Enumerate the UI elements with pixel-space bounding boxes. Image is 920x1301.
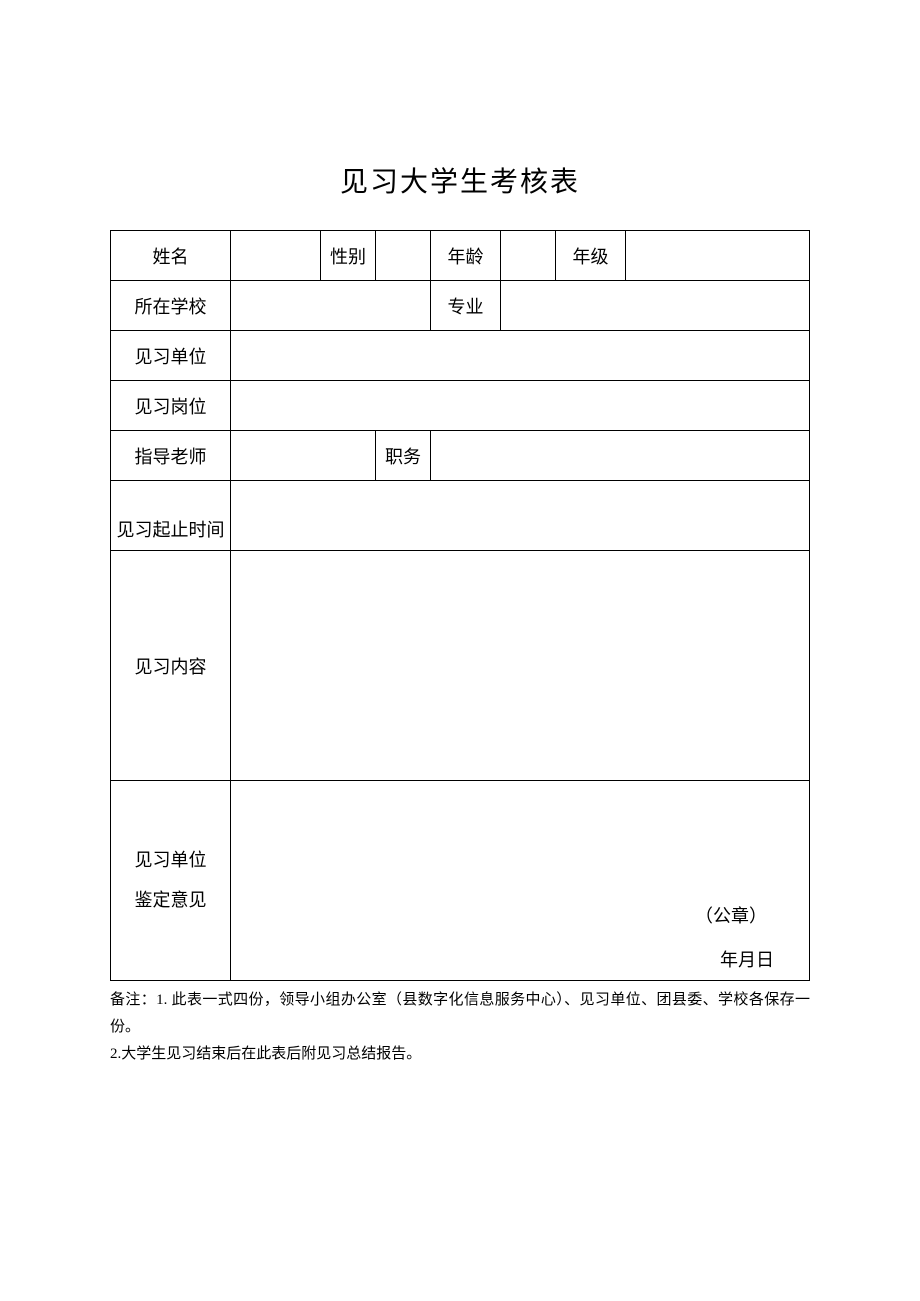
label-age: 年龄 (431, 231, 501, 281)
value-unit (231, 331, 810, 381)
value-age (501, 231, 556, 281)
label-period: 见习起止时间 (111, 481, 231, 551)
row-teacher: 指导老师 职务 (111, 431, 810, 481)
label-teacher: 指导老师 (111, 431, 231, 481)
label-opinion: 见习单位 鉴定意见 (111, 781, 231, 981)
label-gender: 性别 (321, 231, 376, 281)
row-position: 见习岗位 (111, 381, 810, 431)
label-opinion-line1: 见习单位 (135, 850, 207, 870)
page-title: 见习大学生考核表 (110, 160, 810, 200)
value-period (231, 481, 810, 551)
notes-section: 备注：1. 此表一式四份，领导小组办公室（县数字化信息服务中心）、见习单位、团县… (110, 987, 810, 1068)
value-major (501, 281, 810, 331)
value-teacher (231, 431, 376, 481)
label-position: 见习岗位 (111, 381, 231, 431)
value-name (231, 231, 321, 281)
assessment-table: 姓名 性别 年龄 年级 所在学校 专业 见习单位 见习岗位 指导老师 职务 (110, 230, 810, 981)
label-opinion-line2: 鉴定意见 (135, 890, 207, 910)
notes-line1: 备注：1. 此表一式四份，领导小组办公室（县数字化信息服务中心）、见习单位、团县… (110, 987, 810, 1041)
label-name: 姓名 (111, 231, 231, 281)
row-period: 见习起止时间 (111, 481, 810, 551)
label-major: 专业 (431, 281, 501, 331)
label-school: 所在学校 (111, 281, 231, 331)
row-content: 见习内容 (111, 551, 810, 781)
opinion-stamp: （公章） (239, 902, 779, 928)
label-grade: 年级 (556, 231, 626, 281)
value-grade (626, 231, 810, 281)
value-position (231, 381, 810, 431)
value-gender (376, 231, 431, 281)
value-opinion: （公章） 年月日 (231, 781, 810, 981)
row-unit: 见习单位 (111, 331, 810, 381)
label-unit: 见习单位 (111, 331, 231, 381)
value-duty (431, 431, 810, 481)
row-basic-info: 姓名 性别 年龄 年级 (111, 231, 810, 281)
value-school (231, 281, 431, 331)
row-school: 所在学校 专业 (111, 281, 810, 331)
opinion-date: 年月日 (239, 946, 779, 972)
notes-line2: 2.大学生见习结束后在此表后附见习总结报告。 (110, 1041, 810, 1068)
value-content (231, 551, 810, 781)
row-opinion: 见习单位 鉴定意见 （公章） 年月日 (111, 781, 810, 981)
document-page: 见习大学生考核表 姓名 性别 年龄 年级 所在学校 专业 见习单位 见习岗位 (0, 0, 920, 1068)
label-content: 见习内容 (111, 551, 231, 781)
label-duty: 职务 (376, 431, 431, 481)
